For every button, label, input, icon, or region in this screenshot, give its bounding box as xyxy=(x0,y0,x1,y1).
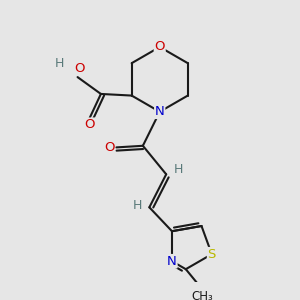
Text: O: O xyxy=(84,118,95,131)
Text: N: N xyxy=(167,255,177,268)
Text: O: O xyxy=(104,141,114,154)
Text: N: N xyxy=(155,105,165,118)
Text: S: S xyxy=(208,248,216,261)
Text: H: H xyxy=(132,199,142,212)
Text: H: H xyxy=(55,57,64,70)
Text: O: O xyxy=(154,40,165,53)
Text: O: O xyxy=(74,61,84,74)
Text: H: H xyxy=(174,163,183,176)
Text: CH₃: CH₃ xyxy=(191,290,213,300)
